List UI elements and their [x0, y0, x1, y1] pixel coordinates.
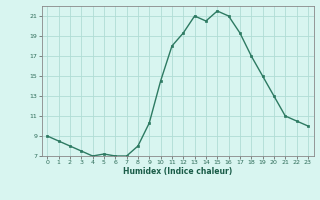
X-axis label: Humidex (Indice chaleur): Humidex (Indice chaleur) [123, 167, 232, 176]
